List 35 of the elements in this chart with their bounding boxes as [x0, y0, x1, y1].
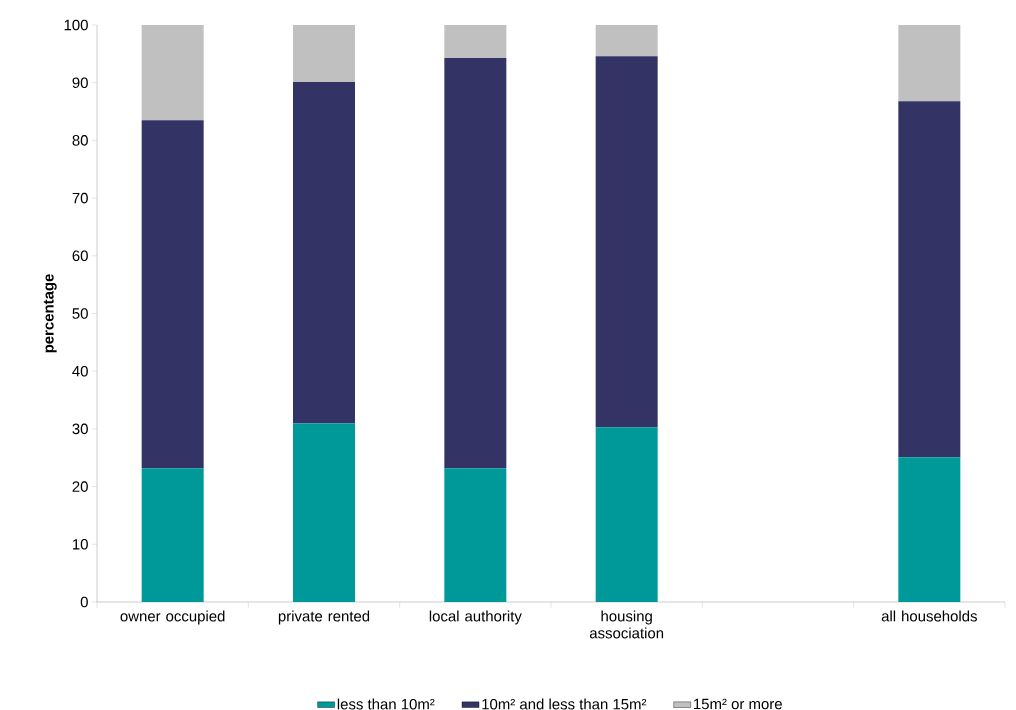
x-tick-label: housing association	[589, 610, 664, 639]
bar	[293, 423, 355, 602]
bar	[898, 25, 961, 102]
y-tick-label: 20	[72, 481, 88, 492]
y-tick-label: 10	[73, 539, 88, 550]
bar	[595, 427, 658, 602]
legend-label: 10m² and less than 15m²	[482, 698, 647, 710]
x-tick-label: local authority	[429, 610, 522, 625]
y-tick-label: 90	[72, 77, 88, 88]
y-tick-label: 100	[64, 19, 88, 31]
y-tick-label: 50	[72, 308, 88, 319]
y-tick-label: 0	[80, 596, 88, 608]
y-tick-label: 80	[72, 135, 88, 146]
bar	[293, 25, 355, 83]
y-tick-label: 70	[72, 192, 88, 204]
bar	[141, 25, 204, 121]
bar	[898, 457, 961, 602]
bar	[898, 101, 961, 458]
x-tick-label: all households	[881, 610, 977, 622]
legend-label: 15m² or more	[694, 698, 782, 710]
bar	[141, 120, 204, 469]
y-tick-label: 40	[72, 365, 88, 377]
y-tick-label: 60	[72, 250, 88, 262]
bar	[444, 468, 507, 602]
bar	[444, 25, 507, 58]
y-tick-label: 30	[72, 423, 88, 435]
bar	[293, 82, 355, 424]
bar	[595, 56, 658, 428]
x-tick-label: private rented	[278, 610, 370, 625]
legend-label: less than 10m²	[337, 698, 435, 710]
bar	[444, 57, 507, 469]
y-axis-title: percentage	[43, 274, 57, 353]
bar	[141, 468, 204, 602]
x-tick-label: owner occupied	[120, 610, 225, 625]
bar	[595, 25, 658, 57]
